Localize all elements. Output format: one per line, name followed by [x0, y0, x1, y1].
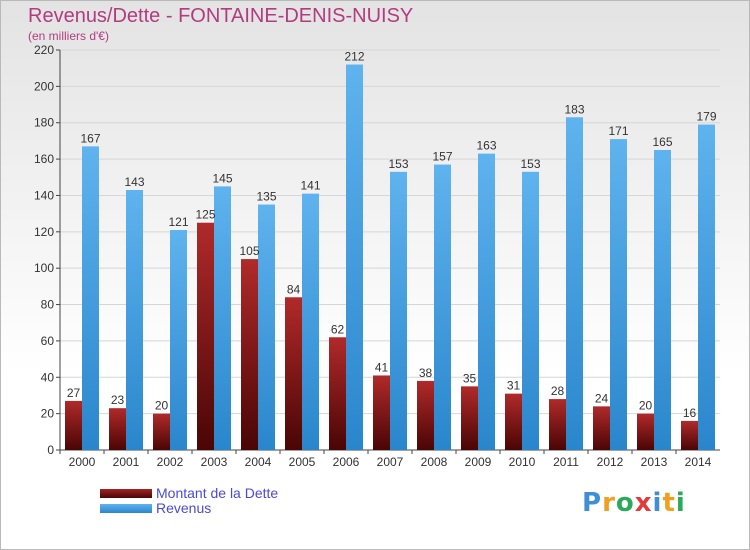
x-tick-label-2010: 2010 [509, 455, 536, 469]
x-tick-label-2009: 2009 [465, 455, 492, 469]
x-tick-label-2006: 2006 [333, 455, 360, 469]
data-label-revenus-2004: 135 [256, 190, 276, 204]
data-label-revenus-2002: 121 [168, 215, 188, 229]
legend-label-debt: Montant de la Dette [156, 485, 279, 501]
bar-debt-2014 [681, 420, 698, 450]
bar-debt-2001 [109, 408, 126, 450]
y-tick-label-100: 100 [34, 261, 54, 275]
data-labels: 27 167 23 143 20 121 125 145 105 135 84 141 62 212 41 1… [67, 50, 717, 420]
bar-debt-2012 [593, 406, 610, 450]
y-tick-label-220: 220 [34, 43, 54, 57]
x-tick-label-2002: 2002 [157, 455, 184, 469]
y-tick-label-160: 160 [34, 152, 54, 166]
y-tick-label-120: 120 [34, 225, 54, 239]
bar-debt-2000 [65, 400, 82, 450]
y-tick-label-20: 20 [41, 407, 55, 421]
x-tick-label-2003: 2003 [201, 455, 228, 469]
x-tick-label-2012: 2012 [597, 455, 624, 469]
y-tick-label-80: 80 [41, 298, 55, 312]
data-label-revenus-2006: 212 [344, 50, 364, 64]
data-label-debt-2012: 24 [595, 391, 609, 405]
data-label-debt-2002: 20 [155, 399, 169, 413]
data-label-revenus-2003: 145 [212, 171, 232, 185]
bar-revenus-2001 [126, 190, 143, 450]
bar-revenus-2009 [478, 153, 495, 451]
data-label-debt-2006: 62 [331, 322, 345, 336]
data-label-debt-2008: 38 [419, 366, 433, 380]
legend-swatch-debt [100, 489, 152, 498]
data-label-debt-2011: 28 [551, 384, 565, 398]
data-label-revenus-2013: 165 [652, 135, 672, 149]
x-tick-label-2013: 2013 [641, 455, 668, 469]
x-tick-label-2001: 2001 [113, 455, 140, 469]
bar-revenus-2007 [390, 171, 407, 450]
bar-debt-2002 [153, 413, 170, 450]
data-label-revenus-2008: 157 [432, 150, 452, 164]
chart-title: Revenus/Dette - FONTAINE-DENIS-NUISY [28, 5, 414, 27]
bar-revenus-2012 [610, 139, 627, 450]
data-label-debt-2001: 23 [111, 393, 125, 407]
x-tick-label-2011: 2011 [553, 455, 579, 469]
data-label-debt-2010: 31 [507, 379, 521, 393]
y-tick-label-40: 40 [41, 370, 55, 384]
bar-debt-2009 [461, 386, 478, 450]
x-tick-label-2005: 2005 [289, 455, 316, 469]
bar-revenus-2010 [522, 171, 539, 450]
x-tick-label-2004: 2004 [245, 455, 272, 469]
data-label-revenus-2000: 167 [80, 131, 100, 145]
data-label-debt-2007: 41 [375, 360, 389, 374]
bar-debt-2005 [285, 297, 302, 450]
data-label-revenus-2007: 153 [388, 157, 408, 171]
legend-label-revenus: Revenus [156, 500, 212, 516]
bar-revenus-2014 [698, 124, 715, 450]
data-label-debt-2013: 20 [639, 399, 653, 413]
bar-revenus-2005 [302, 193, 319, 451]
bar-debt-2003 [197, 222, 214, 450]
bar-revenus-2004 [258, 204, 275, 450]
data-label-revenus-2014: 179 [696, 110, 716, 124]
data-label-revenus-2001: 143 [124, 175, 144, 189]
x-tick-label-2008: 2008 [421, 455, 448, 469]
bar-debt-2004 [241, 259, 258, 450]
bar-debt-2013 [637, 413, 654, 450]
proxiti-logo: Proxiti [582, 488, 686, 518]
x-tick-label-2000: 2000 [69, 455, 96, 469]
bar-debt-2008 [417, 380, 434, 450]
bar-revenus-2006 [346, 64, 363, 450]
chart-subtitle: (en milliers d'€) [28, 29, 109, 43]
y-tick-label-60: 60 [41, 334, 55, 348]
data-label-revenus-2012: 171 [608, 124, 628, 138]
x-tick-label-2007: 2007 [377, 455, 404, 469]
data-label-debt-2004: 105 [239, 244, 259, 258]
bar-revenus-2002 [170, 230, 187, 450]
bars [65, 64, 715, 451]
x-tick-label-2014: 2014 [685, 455, 712, 469]
bar-revenus-2011 [566, 117, 583, 450]
y-tick-label-0: 0 [47, 443, 54, 457]
bar-debt-2007 [373, 375, 390, 450]
bar-revenus-2000 [82, 146, 99, 450]
bar-revenus-2013 [654, 150, 671, 450]
y-tick-label-140: 140 [34, 188, 54, 202]
y-tick-label-180: 180 [34, 116, 54, 130]
bar-revenus-2008 [434, 164, 451, 450]
legend-swatch-revenus [100, 504, 152, 513]
bar-debt-2011 [549, 399, 566, 450]
data-label-debt-2000: 27 [67, 386, 81, 400]
data-label-debt-2005: 84 [287, 282, 301, 296]
data-label-revenus-2009: 163 [476, 139, 496, 153]
bar-revenus-2003 [214, 186, 231, 450]
bar-debt-2006 [329, 337, 346, 450]
data-label-debt-2014: 16 [683, 406, 697, 420]
data-label-revenus-2010: 153 [520, 157, 540, 171]
data-label-revenus-2011: 183 [564, 102, 584, 116]
y-tick-label-200: 200 [34, 79, 54, 93]
data-label-revenus-2005: 141 [300, 179, 320, 193]
bar-debt-2010 [505, 393, 522, 450]
data-label-debt-2003: 125 [195, 208, 215, 222]
data-label-debt-2009: 35 [463, 371, 477, 385]
